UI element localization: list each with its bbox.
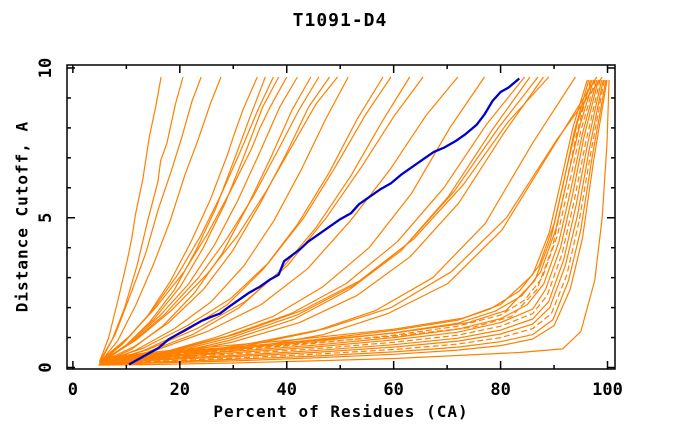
x-tick-label: 80 <box>490 380 510 400</box>
model-curve-39 <box>103 79 596 362</box>
model-curve-34 <box>100 79 604 364</box>
model-curve-08 <box>99 76 280 364</box>
model-curve-14 <box>99 76 338 363</box>
x-tick-label: 100 <box>592 380 623 400</box>
model-curve-15 <box>99 76 349 366</box>
model-curve-32 <box>99 79 607 365</box>
model-curve-25 <box>99 76 544 366</box>
model-curve-36 <box>101 79 601 363</box>
model-curve-30 <box>98 79 610 366</box>
model-curve-16 <box>99 76 384 366</box>
x-tick-label: 60 <box>383 380 403 400</box>
y-tick-label: 5 <box>36 213 56 223</box>
model-curve-03 <box>99 76 202 362</box>
model-curve-04 <box>99 76 222 364</box>
model-curve-17 <box>99 76 392 364</box>
plot-frame-and-ticks <box>66 64 616 370</box>
model-curve-40 <box>103 79 595 361</box>
x-axis-label: Percent of Residues (CA) <box>213 402 469 421</box>
model-curve-13 <box>99 76 330 364</box>
x-tick-label: 40 <box>276 380 296 400</box>
model-curve-20 <box>99 76 459 366</box>
model-curve-31 <box>99 79 608 366</box>
model-curve-10 <box>99 76 298 364</box>
tick-labels: 0 20 40 60 80 100 0 5 10 <box>36 58 623 400</box>
model-curve-35 <box>101 79 603 363</box>
model-curve-06 <box>99 76 266 365</box>
model-curve-02 <box>99 76 184 364</box>
highlight-curve <box>128 77 521 366</box>
model-curve-37 <box>102 79 599 363</box>
chart-title: T1091-D4 <box>292 10 388 31</box>
highlighted-model-curve <box>128 77 521 366</box>
x-tick-label: 20 <box>170 380 190 400</box>
model-curve-41 <box>104 79 593 360</box>
model-curve-26 <box>99 76 550 364</box>
model-curve-22 <box>99 76 526 366</box>
model-curves <box>98 76 610 366</box>
model-curve-05 <box>99 76 258 364</box>
model-curve-12 <box>99 76 320 364</box>
y-tick-label: 10 <box>36 58 56 78</box>
model-curve-42 <box>104 79 591 360</box>
model-curve-33 <box>100 79 605 364</box>
y-tick-label: 0 <box>36 362 56 372</box>
model-curve-38 <box>102 79 598 362</box>
model-curve-01 <box>99 76 162 362</box>
model-curve-09 <box>99 76 288 362</box>
x-tick-label: 0 <box>68 380 78 400</box>
model-curve-43 <box>105 79 590 359</box>
model-curve-44 <box>107 79 588 358</box>
